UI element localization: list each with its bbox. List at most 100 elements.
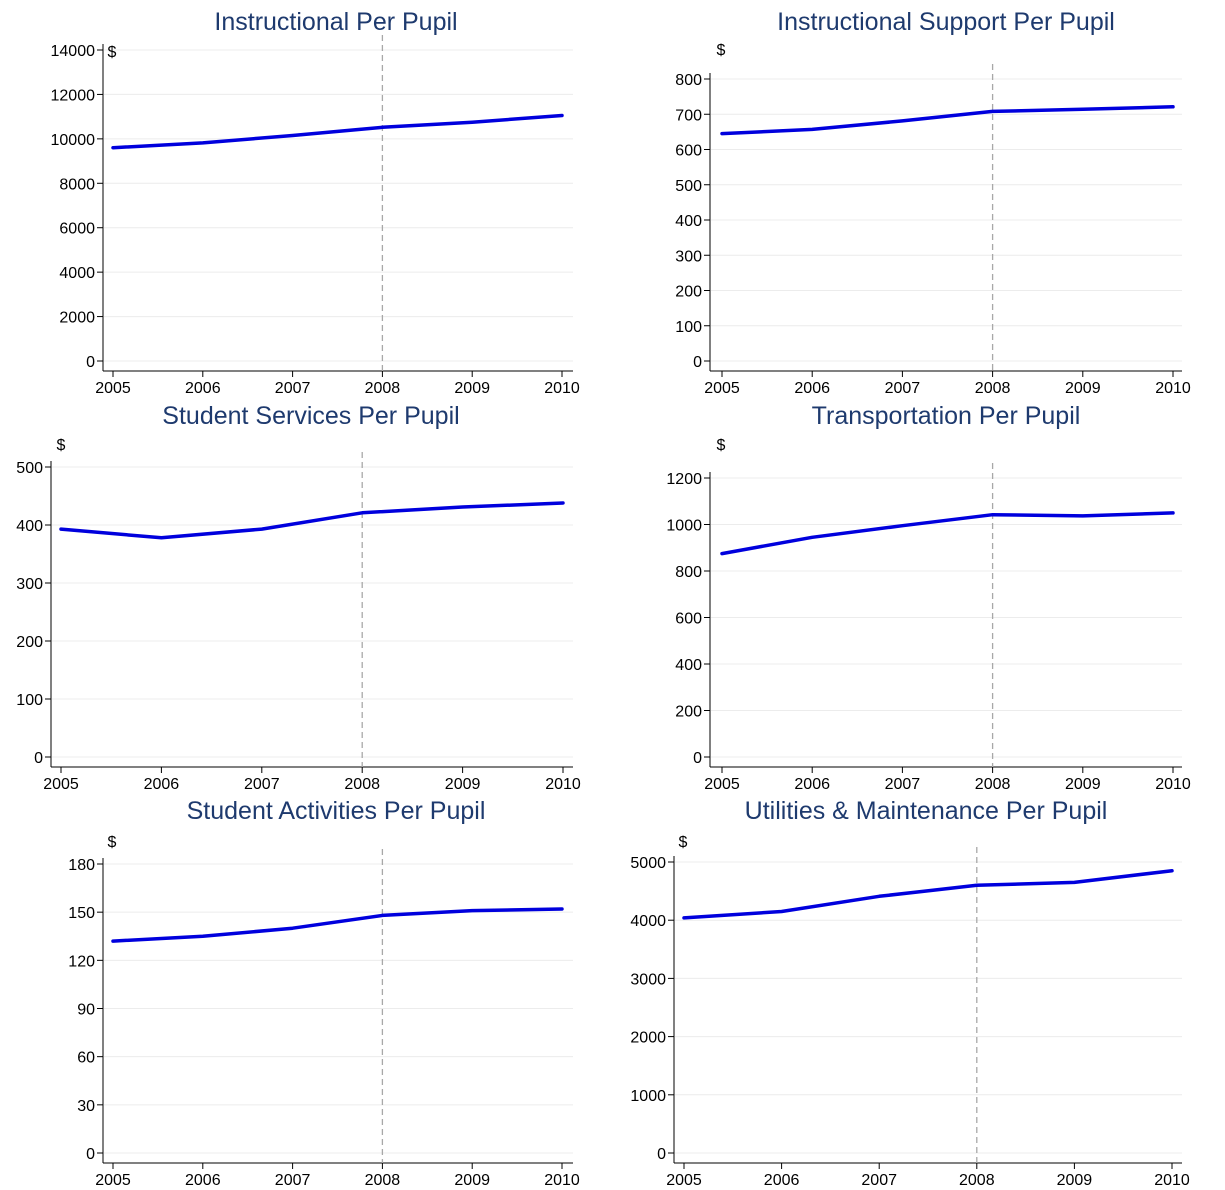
data-point <box>720 132 724 136</box>
x-tick-label: 2005 <box>704 380 740 397</box>
data-point <box>1072 880 1076 884</box>
y-unit-label: $ <box>57 437 66 454</box>
chart-title: Transportation Per Pupil <box>812 402 1081 430</box>
x-tick-label: 2009 <box>454 380 490 397</box>
y-tick-label: 800 <box>675 564 702 581</box>
y-tick-label: 3000 <box>630 971 666 988</box>
y-tick-label: 120 <box>68 953 95 970</box>
chart-title: Utilities & Maintenance Per Pupil <box>745 797 1108 825</box>
y-tick-label: 60 <box>77 1050 95 1067</box>
y-tick-label: 90 <box>77 1002 95 1019</box>
data-point <box>291 926 295 930</box>
data-point <box>560 907 564 911</box>
data-point <box>201 141 205 145</box>
x-tick-label: 2007 <box>861 1172 897 1189</box>
y-tick-label: 10000 <box>51 132 96 149</box>
y-tick-label: 12000 <box>51 87 96 104</box>
x-tick-label: 2010 <box>544 1172 580 1189</box>
x-tick-label: 2009 <box>1065 776 1101 793</box>
y-tick-label: 4000 <box>630 913 666 930</box>
data-point <box>900 524 904 528</box>
series-line <box>111 907 564 943</box>
series-line <box>59 501 565 540</box>
y-tick-label: 1000 <box>666 518 702 535</box>
x-tick-label: 2010 <box>1155 776 1191 793</box>
x-tick-label: 2005 <box>704 776 740 793</box>
chart-title: Instructional Per Pupil <box>214 8 457 36</box>
data-point <box>780 909 784 913</box>
data-point <box>560 114 564 118</box>
x-tick-label: 2005 <box>95 1172 131 1189</box>
x-tick-label: 2010 <box>1154 1172 1190 1189</box>
series-line <box>111 113 564 150</box>
y-tick-label: 180 <box>68 857 95 874</box>
data-point <box>1171 511 1175 515</box>
data-point <box>380 913 384 917</box>
y-tick-label: 150 <box>68 905 95 922</box>
chart-panel-2: Instructional Support Per Pupil 0 100 200 30… <box>675 8 1191 397</box>
y-tick-label: 2000 <box>630 1030 666 1047</box>
data-point <box>1171 105 1175 109</box>
y-tick-label: 600 <box>675 611 702 628</box>
data-point <box>111 939 115 943</box>
x-tick-label: 2010 <box>544 380 580 397</box>
chart-title: Instructional Support Per Pupil <box>777 8 1115 36</box>
x-tick-label: 2008 <box>959 1172 995 1189</box>
y-tick-label: 14000 <box>51 43 96 60</box>
x-tick-label: 2008 <box>975 776 1011 793</box>
data-point <box>1081 514 1085 518</box>
data-point <box>1081 107 1085 111</box>
data-point <box>470 909 474 913</box>
y-tick-label: 5000 <box>630 855 666 872</box>
data-point <box>159 536 163 540</box>
x-tick-label: 2008 <box>344 776 380 793</box>
y-tick-label: 200 <box>675 704 702 721</box>
series-line <box>720 511 1175 556</box>
y-tick-label: 500 <box>16 460 43 477</box>
y-tick-label: 200 <box>16 634 43 651</box>
chart-title: Student Services Per Pupil <box>162 402 459 430</box>
y-unit-label: $ <box>108 44 117 61</box>
chart-panel-6: Utilities & Maintenance Per Pupil 0 1000 20… <box>630 797 1189 1189</box>
x-tick-label: 2007 <box>885 380 921 397</box>
data-point <box>975 883 979 887</box>
x-tick-label: 2007 <box>275 1172 311 1189</box>
y-unit-label: $ <box>108 834 117 851</box>
x-tick-label: 2005 <box>43 776 79 793</box>
y-tick-label: 300 <box>675 248 702 265</box>
x-tick-label: 2008 <box>365 1172 401 1189</box>
y-tick-label: 6000 <box>59 221 95 238</box>
y-tick-label: 200 <box>675 284 702 301</box>
x-tick-label: 2009 <box>1065 380 1101 397</box>
x-tick-label: 2008 <box>975 380 1011 397</box>
x-tick-label: 2006 <box>144 776 180 793</box>
y-tick-label: 400 <box>675 657 702 674</box>
data-point <box>877 894 881 898</box>
y-tick-label: 500 <box>675 178 702 195</box>
chart-title: Student Activities Per Pupil <box>187 797 486 825</box>
x-tick-label: 2008 <box>365 380 401 397</box>
data-point <box>561 501 565 505</box>
y-tick-label: 30 <box>77 1098 95 1115</box>
y-unit-label: $ <box>717 42 726 59</box>
data-point <box>991 109 995 113</box>
data-point <box>111 146 115 150</box>
x-tick-label: 2007 <box>244 776 280 793</box>
y-tick-label: 8000 <box>59 176 95 193</box>
y-tick-label: 300 <box>16 576 43 593</box>
y-tick-label: 1000 <box>630 1088 666 1105</box>
x-tick-label: 2006 <box>185 1172 221 1189</box>
data-point <box>1170 869 1174 873</box>
x-tick-label: 2010 <box>545 776 581 793</box>
data-point <box>900 119 904 123</box>
y-tick-label: 400 <box>16 518 43 535</box>
chart-panel-4: Transportation Per Pupil 0 200 400 600 800 100… <box>666 402 1190 793</box>
y-tick-label: 0 <box>693 750 702 767</box>
data-point <box>991 513 995 517</box>
data-point <box>360 511 364 515</box>
x-tick-label: 2006 <box>764 1172 800 1189</box>
y-tick-label: 0 <box>657 1146 666 1163</box>
y-tick-label: 100 <box>16 692 43 709</box>
x-tick-label: 2006 <box>185 380 221 397</box>
chart-panel-3: Student Services Per Pupil 0 100 200 300 400 5… <box>16 402 581 793</box>
